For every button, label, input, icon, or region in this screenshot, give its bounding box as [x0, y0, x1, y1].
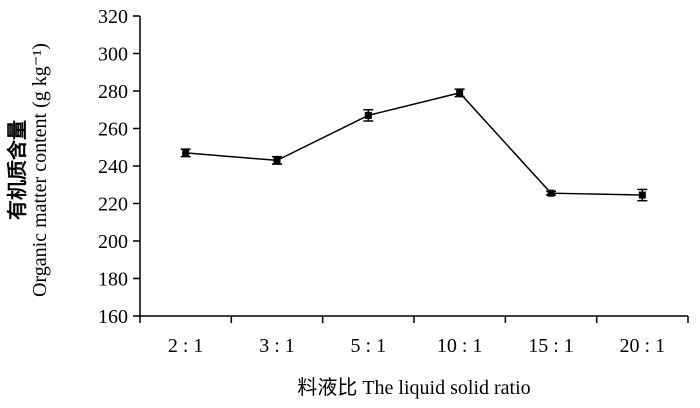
y-axis-title-group: 有机质含量 Organic matter content (g kg⁻¹) — [5, 43, 51, 297]
x-tick-label: 2 : 1 — [168, 335, 204, 357]
data-point — [182, 149, 190, 157]
data-point — [273, 156, 281, 164]
x-tick-label: 20 : 1 — [620, 335, 666, 357]
y-tick-label: 300 — [98, 44, 128, 66]
x-tick-label: 5 : 1 — [351, 335, 387, 357]
x-axis: 2 : 1 3 : 1 5 : 1 10 : 1 15 : 1 20 : 1 — [139, 315, 689, 357]
x-tick-label: 3 : 1 — [259, 335, 295, 357]
data-point — [547, 189, 555, 197]
plot-area — [180, 88, 648, 202]
series-line — [185, 92, 643, 196]
x-axis-title: 料液比 The liquid solid ratio — [297, 376, 530, 399]
x-tick-label: 10 : 1 — [437, 335, 483, 357]
y-tick-label: 180 — [98, 269, 128, 291]
y-tick-label: 160 — [98, 306, 128, 328]
y-tick-label: 240 — [98, 156, 128, 178]
y-tick-label: 200 — [98, 231, 128, 253]
y-tick-label: 280 — [98, 81, 128, 103]
y-axis-title-en: Organic matter content (g kg⁻¹) — [29, 43, 51, 297]
y-axis-title-cn: 有机质含量 — [5, 120, 29, 220]
y-tick-label: 260 — [98, 119, 128, 141]
data-point — [638, 191, 646, 199]
x-tick-label: 15 : 1 — [528, 335, 574, 357]
y-tick-label: 320 — [98, 6, 128, 28]
data-point — [364, 111, 372, 119]
data-point — [456, 89, 464, 97]
y-axis: 160 180 200 220 240 260 280 300 320 — [98, 6, 141, 328]
y-tick-label: 220 — [98, 194, 128, 216]
